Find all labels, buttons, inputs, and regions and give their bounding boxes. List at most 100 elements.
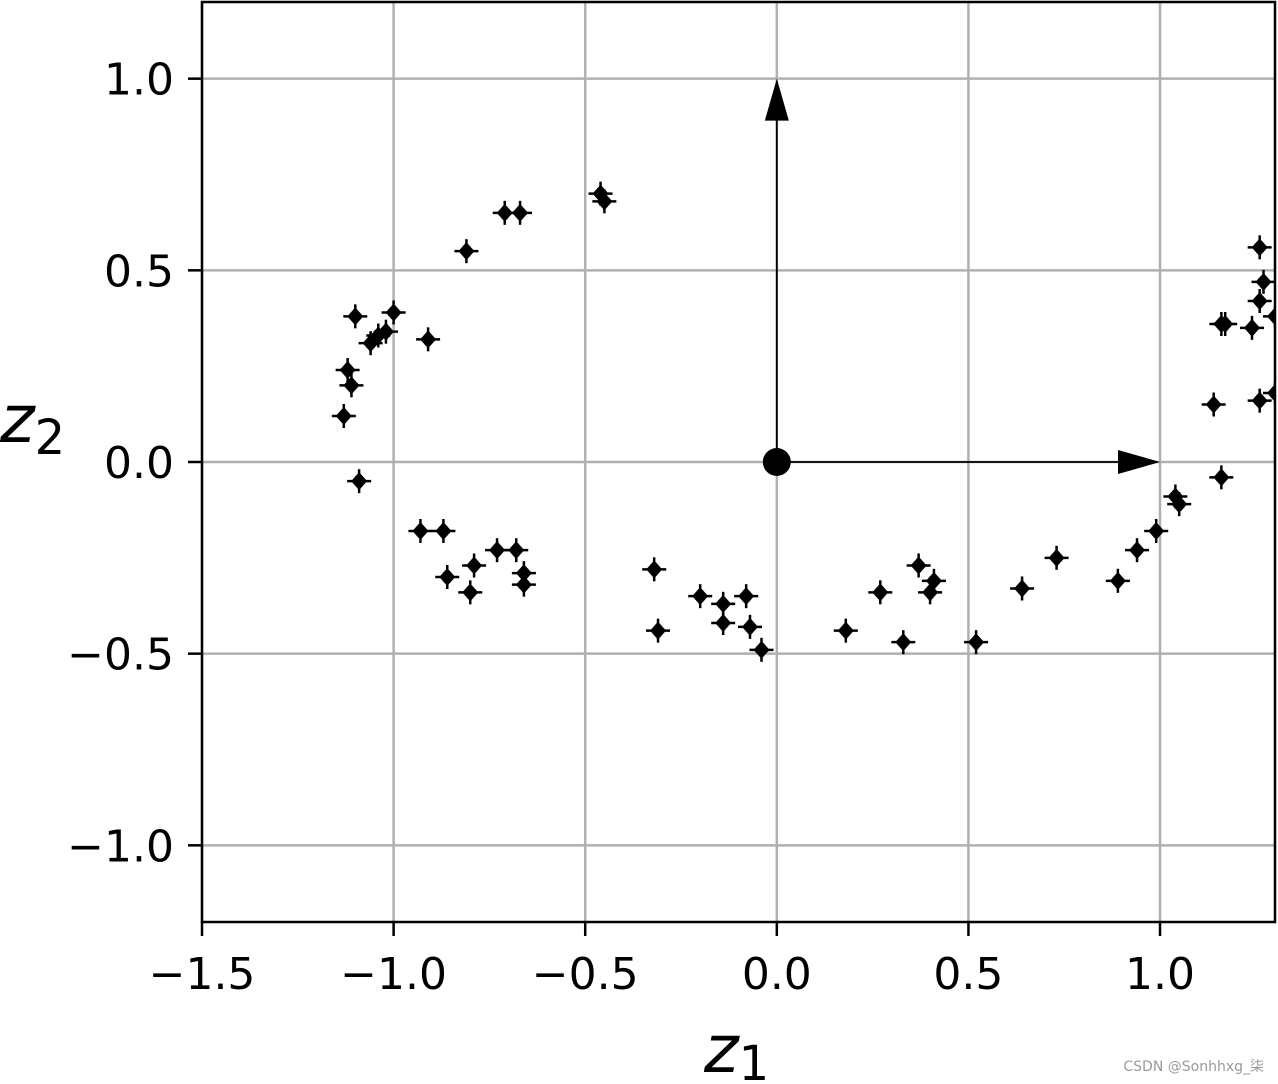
point-diamond: [1244, 318, 1261, 337]
data-point: [1125, 538, 1150, 563]
point-diamond: [925, 571, 942, 590]
y-axis-label: z2: [0, 381, 65, 466]
data-point: [891, 630, 916, 655]
point-diamond: [1148, 522, 1165, 540]
y-tick-label: −1.0: [67, 821, 174, 872]
point-diamond: [753, 640, 770, 659]
data-point: [868, 580, 893, 605]
y-axis-label-sub: 2: [35, 410, 66, 466]
data-point: [737, 614, 762, 639]
point-diamond: [339, 361, 356, 379]
data-point: [504, 538, 529, 563]
data-point: [1247, 388, 1272, 413]
point-diamond: [741, 617, 758, 636]
point-diamond: [1205, 395, 1222, 414]
data-point: [1010, 576, 1035, 601]
data-point: [511, 572, 536, 597]
point-diamond: [715, 614, 732, 632]
data-point: [1263, 381, 1275, 405]
point-diamond: [895, 633, 912, 652]
point-diamond: [462, 583, 479, 602]
data-point: [734, 584, 759, 609]
point-diamond: [1171, 495, 1188, 514]
point-diamond: [715, 594, 732, 613]
data-point: [1044, 545, 1069, 570]
data-point: [1247, 235, 1272, 260]
y-tick-label: 1.0: [104, 55, 174, 106]
data-point: [1167, 492, 1192, 517]
data-point: [347, 469, 372, 494]
point-diamond: [738, 587, 755, 606]
data-point: [435, 565, 460, 589]
data-point: [688, 584, 713, 609]
point-diamond: [496, 203, 513, 222]
point-diamond: [872, 583, 889, 602]
data-point: [508, 200, 533, 225]
y-tick-label: 0.0: [104, 438, 174, 489]
x-tick-label: 0.0: [742, 949, 812, 1000]
data-point: [462, 553, 487, 578]
point-diamond: [1251, 292, 1268, 310]
point-diamond: [1251, 391, 1268, 410]
x-tick-label: −0.5: [532, 949, 639, 1000]
x-tick-label: −1.0: [340, 949, 447, 1000]
data-point: [1240, 315, 1265, 340]
data-point: [964, 630, 989, 655]
y-tick-label: 0.5: [104, 246, 174, 297]
y-axis-ticks: 1.0 0.5 0.0 −0.5 −1.0: [67, 55, 202, 872]
vector-arrowhead: [764, 78, 789, 121]
point-diamond: [515, 575, 532, 594]
data-point: [711, 591, 736, 616]
point-diamond: [458, 242, 475, 261]
point-diamond: [343, 376, 360, 395]
point-diamond: [968, 633, 985, 652]
point-diamond: [351, 472, 368, 491]
point-diamond: [1267, 307, 1275, 326]
data-point: [373, 319, 398, 344]
point-diamond: [1213, 468, 1230, 487]
data-point: [906, 553, 931, 578]
y-tick-label: −0.5: [67, 630, 174, 681]
point-diamond: [1014, 579, 1031, 598]
point-diamond: [1217, 315, 1234, 333]
point-diamond: [512, 203, 529, 222]
x-tick-label: −1.5: [149, 949, 256, 1000]
point-diamond: [335, 407, 352, 425]
point-diamond: [650, 621, 667, 640]
point-diamond: [646, 560, 663, 579]
data-point: [416, 327, 441, 352]
point-diamond: [1109, 571, 1126, 590]
data-point: [408, 519, 433, 543]
point-diamond: [435, 522, 452, 540]
point-diamond: [489, 541, 506, 560]
point-diamond: [910, 556, 927, 575]
data-point: [749, 637, 774, 662]
x-tick-label: 0.5: [933, 949, 1003, 1000]
point-diamond: [596, 192, 613, 211]
data-point: [642, 557, 667, 582]
y-axis-label-main: z: [0, 381, 36, 458]
basis-vectors: [762, 78, 1161, 476]
point-diamond: [1255, 272, 1272, 291]
origin-point: [762, 448, 791, 476]
x-axis-ticks: −1.5 −1.0 −0.5 0.0 0.5 1.0: [149, 922, 1195, 1000]
x-axis-label: z1: [703, 1011, 769, 1084]
point-diamond: [692, 587, 709, 606]
point-diamond: [1267, 384, 1275, 402]
data-point: [331, 404, 356, 428]
data-point: [339, 373, 364, 398]
data-point: [335, 358, 360, 382]
data-point: [1105, 568, 1130, 593]
point-diamond: [420, 330, 437, 349]
data-point: [343, 304, 368, 329]
point-diamond: [837, 621, 854, 640]
point-diamond: [439, 568, 456, 586]
data-point: [921, 568, 946, 593]
data-point: [431, 519, 456, 543]
data-point: [1251, 269, 1275, 294]
data-point: [1209, 465, 1234, 490]
point-diamond: [466, 556, 483, 575]
point-diamond: [508, 541, 525, 560]
data-point: [1247, 289, 1272, 313]
